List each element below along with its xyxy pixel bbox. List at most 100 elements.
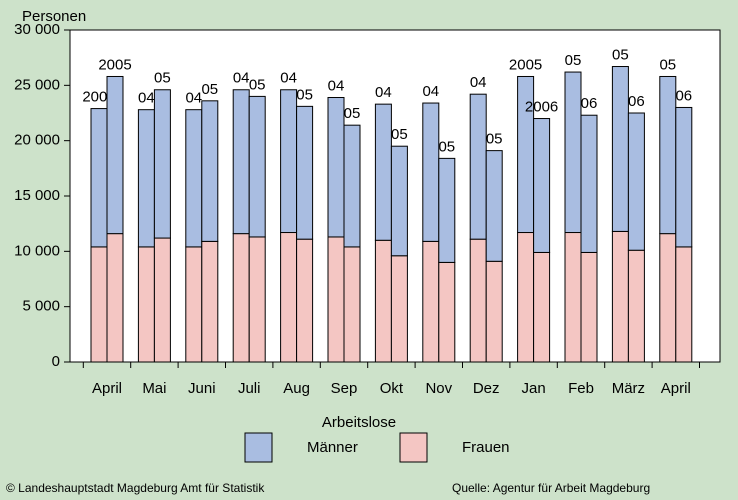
bar-label: 2006 xyxy=(525,99,558,116)
bar-label: 05 xyxy=(344,105,361,122)
bar-segment xyxy=(248,95,266,238)
bar-segment xyxy=(533,118,551,253)
bar-segment xyxy=(106,75,124,235)
bar-segment xyxy=(296,238,314,363)
bar-segment xyxy=(438,157,456,263)
legend-swatch xyxy=(399,432,428,463)
bar-segment xyxy=(627,249,645,363)
y-tick-label: 25 000 xyxy=(14,76,60,93)
x-tick-label: Mai xyxy=(142,380,166,397)
bar-label: 06 xyxy=(581,95,598,112)
y-tick-label: 30 000 xyxy=(14,21,60,38)
bar-label: 06 xyxy=(628,93,645,110)
bar-segment xyxy=(90,246,108,363)
x-tick-label: Juni xyxy=(188,380,216,397)
bar-segment xyxy=(90,108,108,248)
bar-segment xyxy=(232,89,250,235)
bar-segment xyxy=(374,239,392,363)
bar-segment xyxy=(469,93,487,240)
bar-segment xyxy=(248,236,266,363)
bar-segment xyxy=(327,236,345,363)
bar-label: 04 xyxy=(280,70,297,87)
bar-label: 04 xyxy=(375,84,392,101)
x-tick-label: April xyxy=(661,380,691,397)
bar-segment xyxy=(485,150,503,262)
bar-segment xyxy=(611,230,629,363)
x-tick-label: Aug xyxy=(283,380,310,397)
bar-segment xyxy=(390,255,408,363)
bar-segment xyxy=(533,251,551,363)
bar-segment xyxy=(564,232,582,363)
bar-segment xyxy=(185,246,203,363)
x-tick-label: Feb xyxy=(568,380,594,397)
bar-label: 05 xyxy=(438,138,455,155)
bar-segment xyxy=(296,105,314,240)
bar-label: 05 xyxy=(565,52,582,69)
x-tick-label: Nov xyxy=(425,380,452,397)
bar-segment xyxy=(153,89,171,239)
x-tick-label: Jan xyxy=(522,380,546,397)
bar-segment xyxy=(422,240,440,363)
bar-segment xyxy=(675,106,693,248)
bar-segment xyxy=(280,232,298,363)
bar-segment xyxy=(137,246,155,363)
bar-segment xyxy=(106,233,124,363)
bar-segment xyxy=(611,66,629,232)
bar-segment xyxy=(343,246,361,363)
bar-segment xyxy=(185,109,203,248)
y-tick-label: 10 000 xyxy=(14,242,60,259)
bar-segment xyxy=(438,261,456,363)
x-tick-label: Dez xyxy=(473,380,500,397)
bar-segment xyxy=(659,75,677,235)
bar-segment xyxy=(201,240,219,363)
bar-segment xyxy=(343,124,361,248)
bar-segment xyxy=(374,103,392,241)
bar-segment xyxy=(390,145,408,257)
bar-label: 05 xyxy=(486,131,503,148)
bar-label: 04 xyxy=(185,90,202,107)
bar-segment xyxy=(327,97,345,238)
legend-label: Frauen xyxy=(462,439,510,456)
bar-label: 05 xyxy=(154,70,171,87)
bar-segment xyxy=(627,112,645,251)
bar-segment xyxy=(422,102,440,242)
y-axis-label: Personen xyxy=(22,8,86,25)
bar-label: 05 xyxy=(201,81,218,98)
y-tick-label: 0 xyxy=(52,353,60,370)
y-tick-label: 20 000 xyxy=(14,132,60,149)
x-tick-label: März xyxy=(612,380,645,397)
bar-label: 04 xyxy=(138,90,155,107)
bar-segment xyxy=(469,238,487,363)
bar-segment xyxy=(580,114,598,253)
bar-segment xyxy=(659,233,677,363)
bar-segment xyxy=(485,260,503,363)
bar-segment xyxy=(137,109,155,248)
legend-label: Männer xyxy=(307,439,358,456)
bar-label: 04 xyxy=(328,77,345,94)
bar-segment xyxy=(232,233,250,363)
bar-label: 04 xyxy=(470,74,487,91)
y-tick-label: 5 000 xyxy=(22,298,60,315)
x-tick-label: Sep xyxy=(331,380,358,397)
bar-segment xyxy=(201,100,219,242)
footer-right: Quelle: Agentur für Arbeit Magdeburg xyxy=(452,481,650,495)
bar-label: 05 xyxy=(296,86,313,103)
bar-label: 05 xyxy=(249,76,266,93)
bar-label: 06 xyxy=(675,87,692,104)
bar-segment xyxy=(517,232,535,363)
bar-label: 05 xyxy=(612,46,629,63)
x-tick-label: April xyxy=(92,380,122,397)
bar-label: 2005 xyxy=(98,56,131,73)
legend-title: Arbeitslose xyxy=(322,414,396,431)
footer-left: © Landeshauptstadt Magdeburg Amt für Sta… xyxy=(6,481,265,495)
bar-segment xyxy=(675,246,693,363)
x-tick-label: Okt xyxy=(380,380,404,397)
bar-segment xyxy=(580,251,598,363)
bar-label: 2005 xyxy=(509,56,542,73)
legend-swatch xyxy=(244,432,273,463)
x-tick-label: Juli xyxy=(238,380,261,397)
bar-label: 05 xyxy=(659,56,676,73)
bar-segment xyxy=(153,237,171,363)
